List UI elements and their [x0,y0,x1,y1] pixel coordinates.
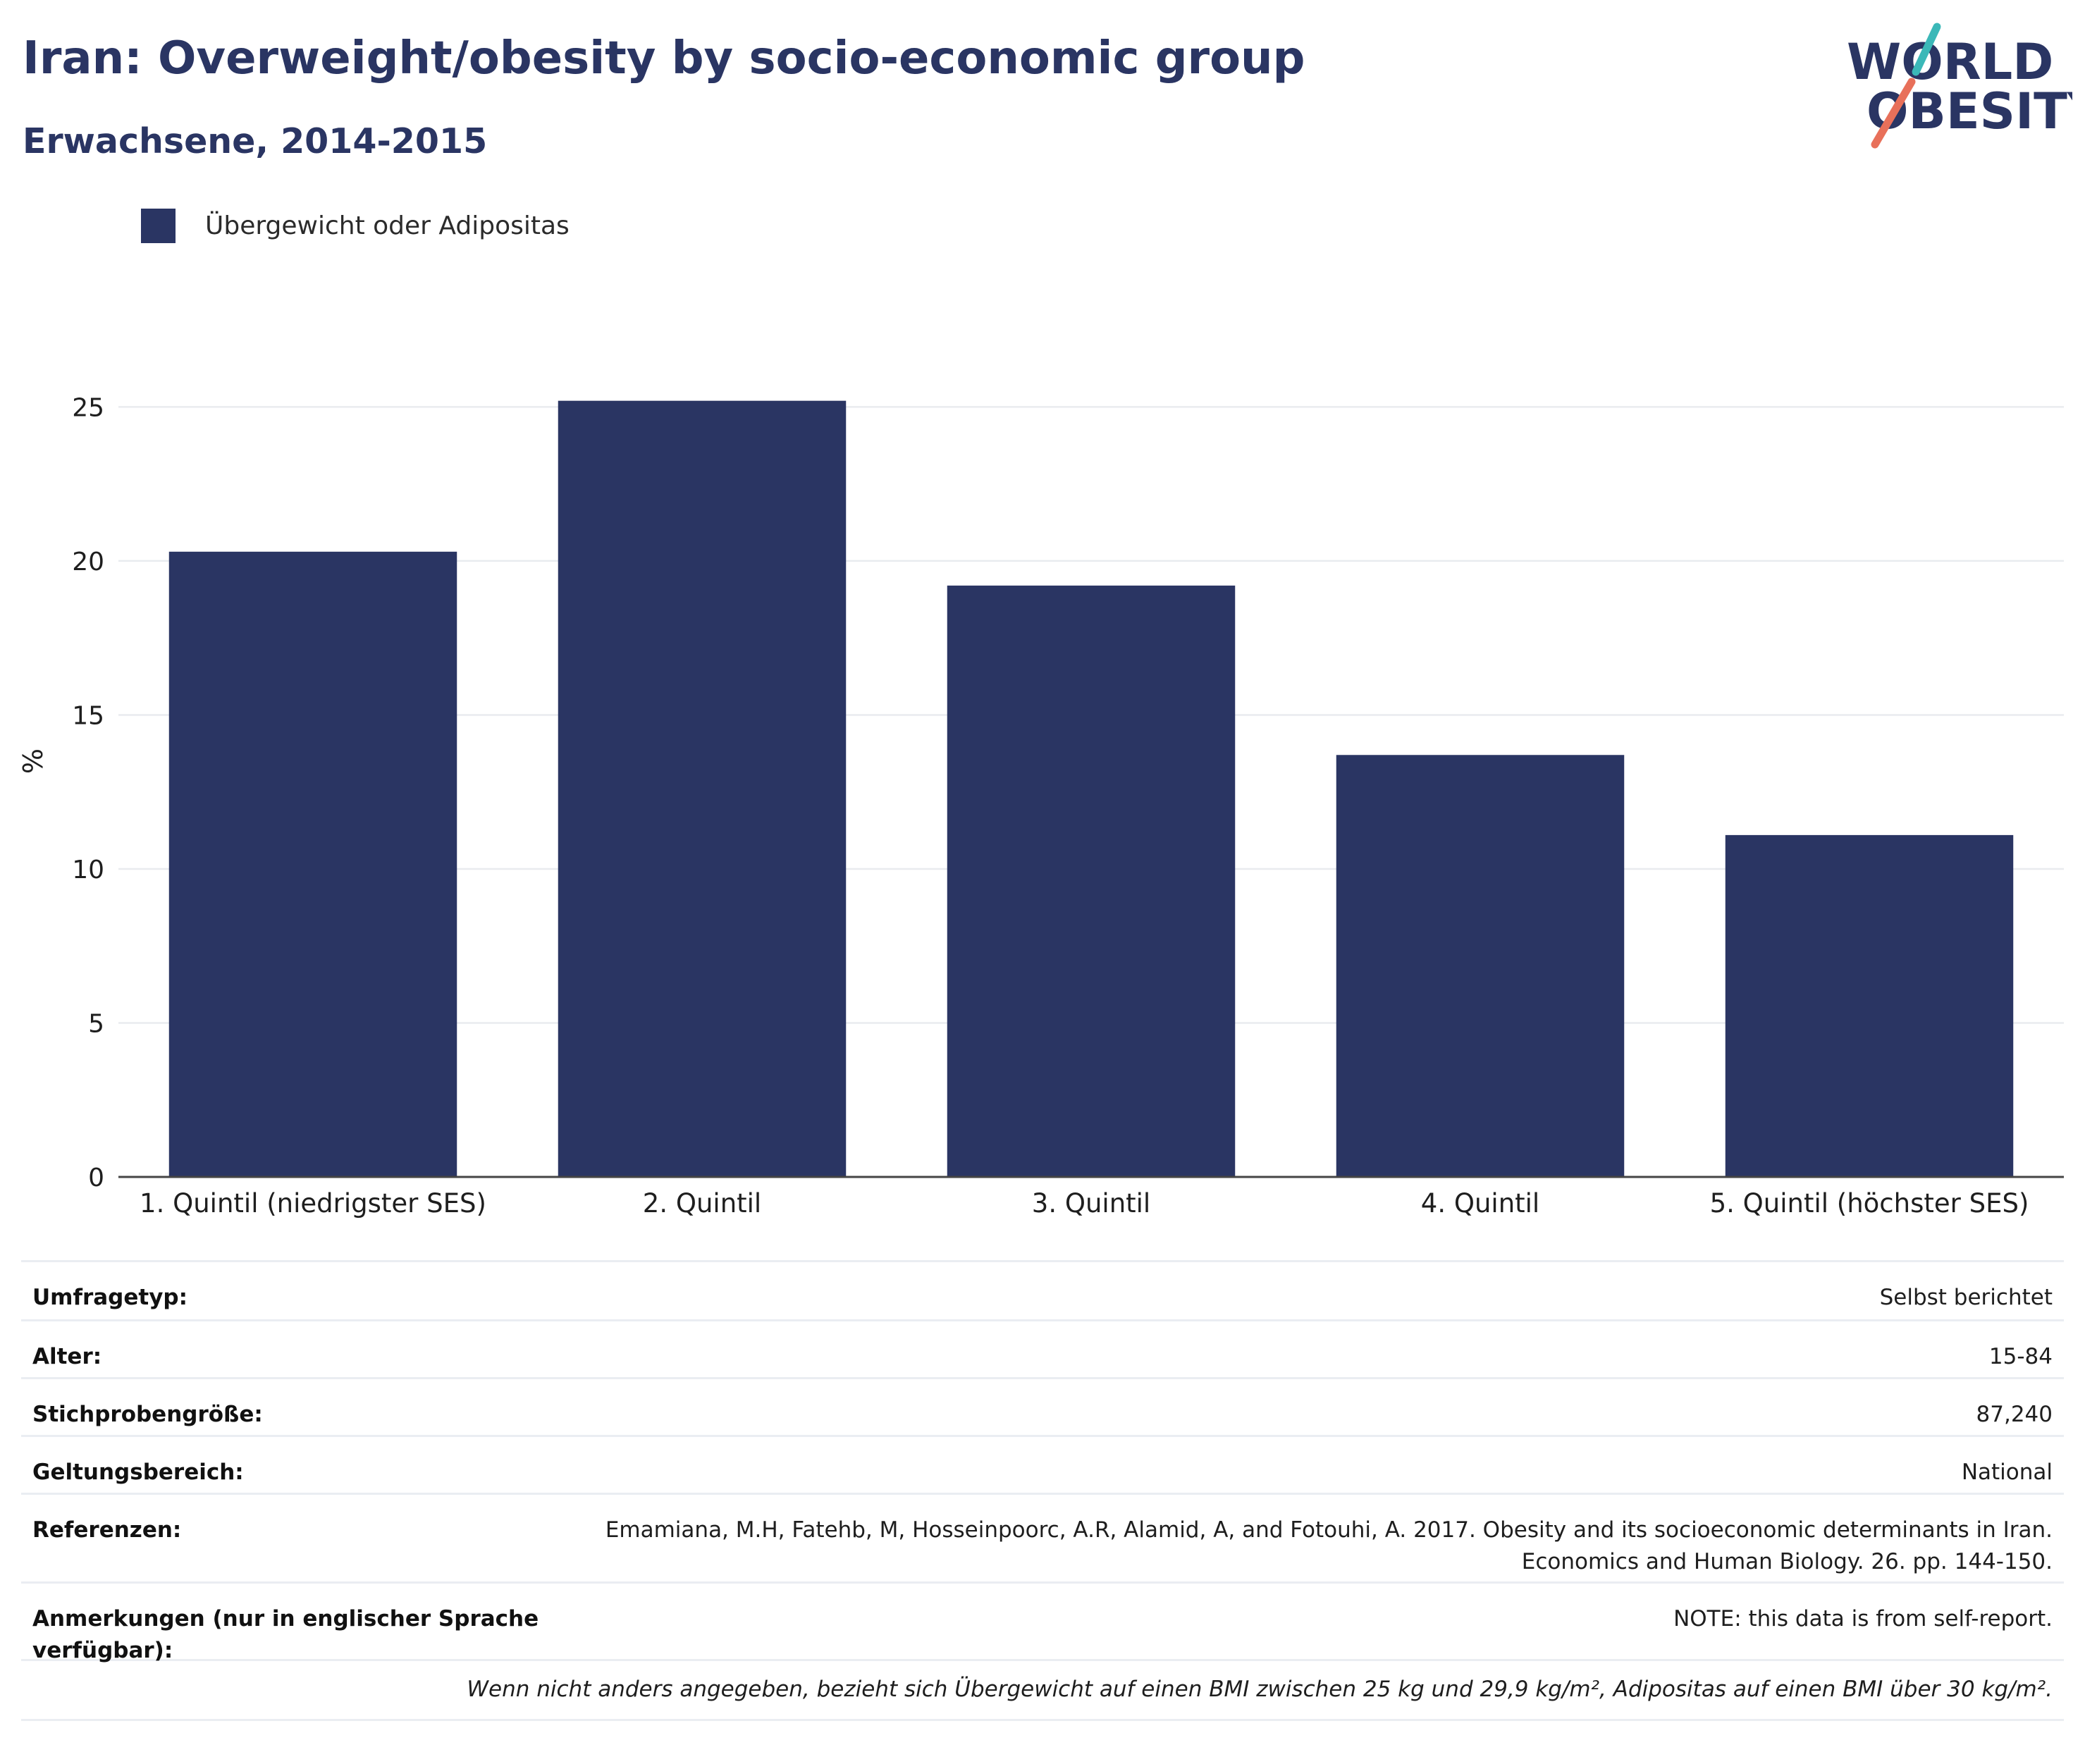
details-row: Referenzen: Emamiana, M.H, Fatehb, M, Hos… [21,1493,2064,1581]
details-value: Selbst berichtet [1879,1285,2053,1310]
x-tick-labels: 1. Quintil (niedrigster SES) 2. Quintil 3.… [140,1188,2029,1219]
y-tick-label: 15 [72,701,104,730]
details-key: Geltungsbereich: [32,1460,244,1485]
details-row: Alter: 15-84 [21,1319,2064,1377]
x-tick-label: 1. Quintil (niedrigster SES) [140,1188,486,1219]
details-value: National [1961,1460,2053,1485]
bar-chart: 0 5 10 15 20 25 1. Quintil (niedrigster SES) 2… [18,393,2064,1219]
details-key: Referenzen: [32,1517,182,1543]
bars [168,400,2014,1177]
details-value: NOTE: this data is from self-report. [1673,1606,2053,1632]
chart-title: Iran: Overweight/obesity by socio-econom… [23,32,1305,85]
bar [558,400,847,1177]
chart-subtitle: Erwachsene, 2014-2015 [23,121,488,161]
legend[interactable]: Übergewicht oder Adipositas [141,209,570,243]
y-axis-label: % [18,748,49,774]
logo-slash-coral [1871,78,1916,149]
bar [1336,755,1625,1177]
x-tick-label: 4. Quintil [1421,1188,1539,1219]
logo-slash-teal [1912,23,1941,76]
details-key: Alter: [32,1344,102,1369]
details-row: Umfragetyp: Selbst berichtet [21,1260,2064,1319]
details-key: Anmerkungen (nur in englischer Sprache v… [32,1606,539,1663]
y-tick-label: 10 [72,856,104,884]
details-row: Anmerkungen (nur in englischer Sprache v… [21,1581,2064,1663]
details-key: Umfragetyp: [32,1285,187,1310]
legend-label: Übergewicht oder Adipositas [205,211,570,240]
x-tick-label: 2. Quintil [643,1188,761,1219]
legend-swatch [141,209,176,243]
details-row: Geltungsbereich: National [21,1435,2064,1493]
y-tick-label: 25 [72,393,104,422]
details-row: Stichprobengröße: 87,240 [21,1377,2064,1435]
bar [168,551,457,1177]
y-tick-labels: 0 5 10 15 20 25 [72,393,104,1192]
x-tick-label: 3. Quintil [1032,1188,1150,1219]
details-value: Emamiana, M.H, Fatehb, M, Hosseinpoorc, … [605,1517,2053,1574]
details-value: 15-84 [1988,1344,2053,1369]
logo-text-obesity: OBESITY [1866,82,2072,140]
x-tick-label: 5. Quintil (höchster SES) [1710,1188,2029,1219]
footnote: Wenn nicht anders angegeben, bezieht sic… [21,1659,2064,1721]
details-key: Stichprobengröße: [32,1402,263,1427]
y-tick-label: 5 [88,1009,104,1038]
y-tick-label: 0 [88,1164,104,1192]
world-obesity-logo: WORLD OBESITY [1847,23,2072,149]
survey-details-table: Umfragetyp: Selbst berichtet Alter: 15-84 St… [21,1260,2064,1721]
bar [1725,834,2014,1177]
y-tick-label: 20 [72,548,104,576]
logo-text-world: WORLD [1847,33,2053,91]
bar [947,585,1236,1177]
details-value: 87,240 [1976,1402,2053,1427]
